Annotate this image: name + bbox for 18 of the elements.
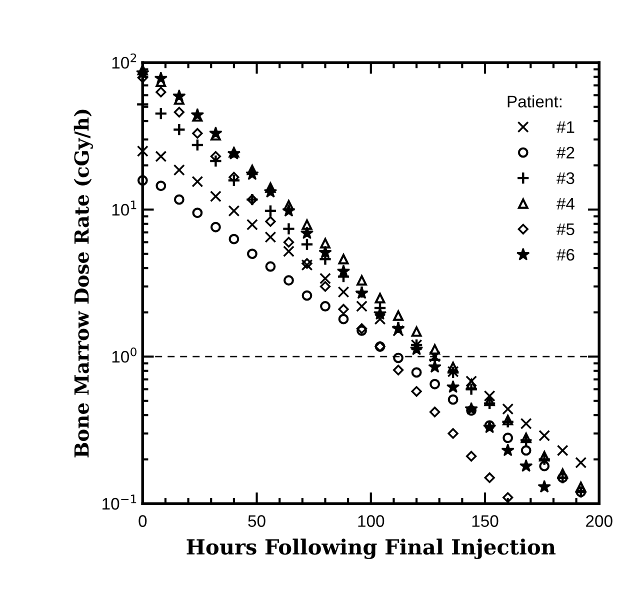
- x-axis-title: Hours Following Final Injection: [186, 538, 556, 560]
- x-tick-label: 100: [358, 515, 384, 527]
- legend-title: Patient:: [508, 95, 562, 108]
- legend-label: #2: [556, 146, 574, 158]
- x-tick-label: 200: [586, 515, 612, 527]
- x-tick-label: 0: [138, 515, 147, 527]
- y-tick-label: 10$^{2}$: [112, 53, 136, 69]
- legend-label: #1: [556, 121, 574, 133]
- legend-label: #5: [556, 224, 574, 236]
- y-tick-label: 10$^{0}$: [112, 347, 136, 363]
- x-tick-label: 150: [472, 515, 498, 527]
- legend-label: #3: [556, 172, 574, 184]
- legend-label: #4: [556, 198, 575, 210]
- y-axis-title: Bone Marrow Dose Rate (cGy/h): [74, 110, 93, 458]
- y-tick-label: 10$^{1}$: [112, 200, 136, 216]
- y-tick-label: 10$^{−1}$: [102, 494, 136, 510]
- legend-label: #6: [556, 248, 574, 261]
- x-tick-label: 50: [248, 515, 266, 527]
